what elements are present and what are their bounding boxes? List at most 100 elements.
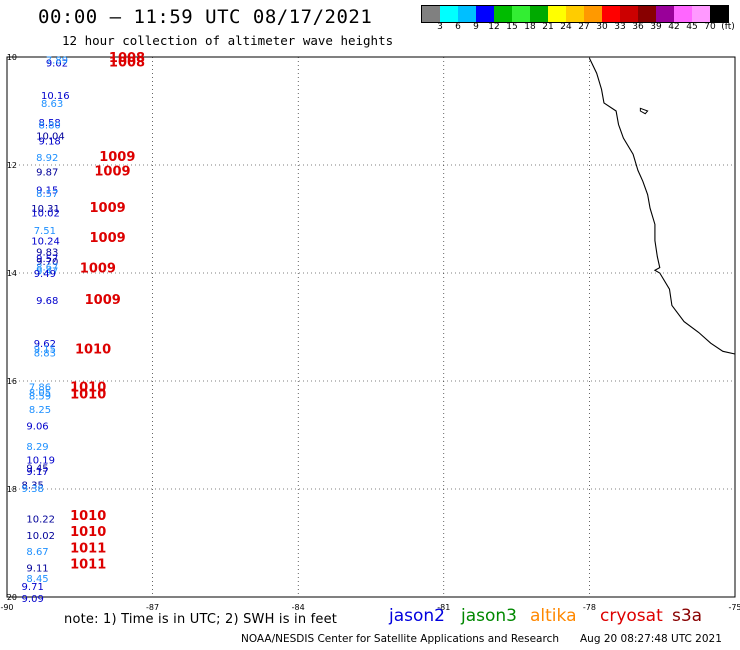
scale-label: (ft) xyxy=(721,22,735,32)
island-outline xyxy=(639,107,649,115)
wave-height-label: 8.58 xyxy=(39,118,61,129)
map-frame xyxy=(6,56,736,598)
wave-height-label: 8.67 xyxy=(36,263,58,274)
wave-height-label: 8.25 xyxy=(29,405,51,416)
wave-height-label: 9.02 xyxy=(46,58,68,69)
satellite-label-s3a: s3a xyxy=(672,606,703,626)
wave-height-label: 8.35 xyxy=(22,481,44,492)
wave-height-label: 9.09 xyxy=(22,594,44,605)
wave-height-label: 10.16 xyxy=(41,91,70,102)
satellite-label-jason2: jason2 xyxy=(389,606,445,626)
scale-swatch xyxy=(566,6,584,22)
scale-label: 70 xyxy=(704,22,716,32)
lat-tick-label: 10 xyxy=(7,53,17,62)
pressure-label: 1010 xyxy=(70,509,106,524)
wave-height-label: 8.80 xyxy=(39,121,61,132)
wave-height-label: 10.02 xyxy=(31,209,60,220)
wave-height-label: 9.06 xyxy=(26,421,48,432)
pressure-label: 1009 xyxy=(99,150,135,165)
scale-label: 18 xyxy=(524,22,536,32)
lon-tick-label: -87 xyxy=(146,603,159,612)
scale-label: 33 xyxy=(614,22,626,32)
scale-swatch xyxy=(638,6,656,22)
scale-swatch xyxy=(602,6,620,22)
scale-label: 12 xyxy=(488,22,500,32)
wave-height-label: 9.71 xyxy=(22,582,44,593)
pressure-label: 1008 xyxy=(109,51,145,66)
wave-height-label: 9.68 xyxy=(36,296,58,307)
wave-height-label: 8.45 xyxy=(26,574,48,585)
wave-height-label: 9.49 xyxy=(34,269,56,280)
satellite-label-jason3: jason3 xyxy=(461,606,517,626)
wave-height-label: 7.86 xyxy=(29,382,51,393)
wave-height-label: 9.17 xyxy=(26,467,48,478)
wave-height-label: 9.45 xyxy=(26,463,48,474)
pressure-label: 1010 xyxy=(70,525,106,540)
pressure-label: 1008 xyxy=(109,55,145,70)
wave-height-label: 9.38 xyxy=(22,484,44,495)
scale-swatch xyxy=(476,6,494,22)
wave-height-label: 8.57 xyxy=(36,189,58,200)
wave-height-label: 10.22 xyxy=(26,515,55,526)
scale-swatch xyxy=(422,6,440,22)
wave-height-label: 8.59 xyxy=(29,392,51,403)
wave-height-color-scale xyxy=(421,5,729,23)
generated-timestamp: Aug 20 08:27:48 UTC 2021 xyxy=(580,633,722,645)
page-subtitle: 12 hour collection of altimeter wave hei… xyxy=(62,33,394,48)
wave-height-label: 9.83 xyxy=(36,247,58,258)
wave-height-label: 10.04 xyxy=(36,131,65,142)
scale-label: 6 xyxy=(455,22,461,32)
scale-label: 15 xyxy=(506,22,518,32)
pressure-label: 1009 xyxy=(90,201,126,216)
scale-label: 27 xyxy=(578,22,590,32)
pressure-label: 1009 xyxy=(94,164,130,179)
wave-height-label: 10.24 xyxy=(31,237,60,248)
lon-tick-label: -75 xyxy=(728,603,740,612)
wave-height-label: 8.67 xyxy=(26,547,48,558)
coastline xyxy=(588,57,736,355)
footer-note: note: 1) Time is in UTC; 2) SWH is in fe… xyxy=(64,612,338,627)
scale-label: 9 xyxy=(473,22,479,32)
wave-height-label: 9.62 xyxy=(34,339,56,350)
page-title: 00:00 – 11:59 UTC 08/17/2021 xyxy=(38,6,373,28)
wave-height-label: 9.57 xyxy=(36,254,58,265)
wave-height-label: 9.87 xyxy=(36,167,58,178)
wave-height-label: 10.02 xyxy=(26,531,55,542)
scale-label: 21 xyxy=(542,22,554,32)
pressure-label: 1010 xyxy=(70,380,106,395)
wave-height-label: 8.92 xyxy=(36,153,58,164)
scale-swatch xyxy=(584,6,602,22)
wave-height-label: 8.63 xyxy=(41,99,63,110)
scale-swatch xyxy=(674,6,692,22)
wave-height-label: 9.15 xyxy=(36,185,58,196)
satellite-label-altika: altika xyxy=(530,606,577,626)
lat-tick-label: 14 xyxy=(7,269,17,278)
scale-swatch xyxy=(620,6,638,22)
wave-height-label: 7.51 xyxy=(34,226,56,237)
pressure-label: 1009 xyxy=(85,293,121,308)
lon-tick-label: -84 xyxy=(292,603,305,612)
scale-swatch xyxy=(692,6,710,22)
scale-label: 3 xyxy=(437,22,443,32)
wave-height-label: 10.19 xyxy=(26,455,55,466)
wave-height-label: 9.15 xyxy=(34,345,56,356)
pressure-label: 1010 xyxy=(70,388,106,403)
scale-swatch xyxy=(530,6,548,22)
wave-height-label: 10.31 xyxy=(31,204,60,215)
wave-height-label: 9.11 xyxy=(26,563,48,574)
scale-swatch xyxy=(548,6,566,22)
lat-tick-label: 20 xyxy=(7,593,17,602)
pressure-label: 1009 xyxy=(90,231,126,246)
scale-label: 36 xyxy=(632,22,644,32)
pressure-label: 1009 xyxy=(80,262,116,277)
credit-line: NOAA/NESDIS Center for Satellite Applica… xyxy=(241,633,559,645)
lat-tick-label: 12 xyxy=(7,161,17,170)
wave-height-label: 8.83 xyxy=(34,348,56,359)
lat-tick-label: 18 xyxy=(7,485,17,494)
satellite-label-cryosat: cryosat xyxy=(600,606,663,626)
pressure-label: 1011 xyxy=(70,541,106,556)
wave-height-label: 7.89 xyxy=(46,56,68,67)
scale-swatch xyxy=(458,6,476,22)
scale-label: 24 xyxy=(560,22,572,32)
